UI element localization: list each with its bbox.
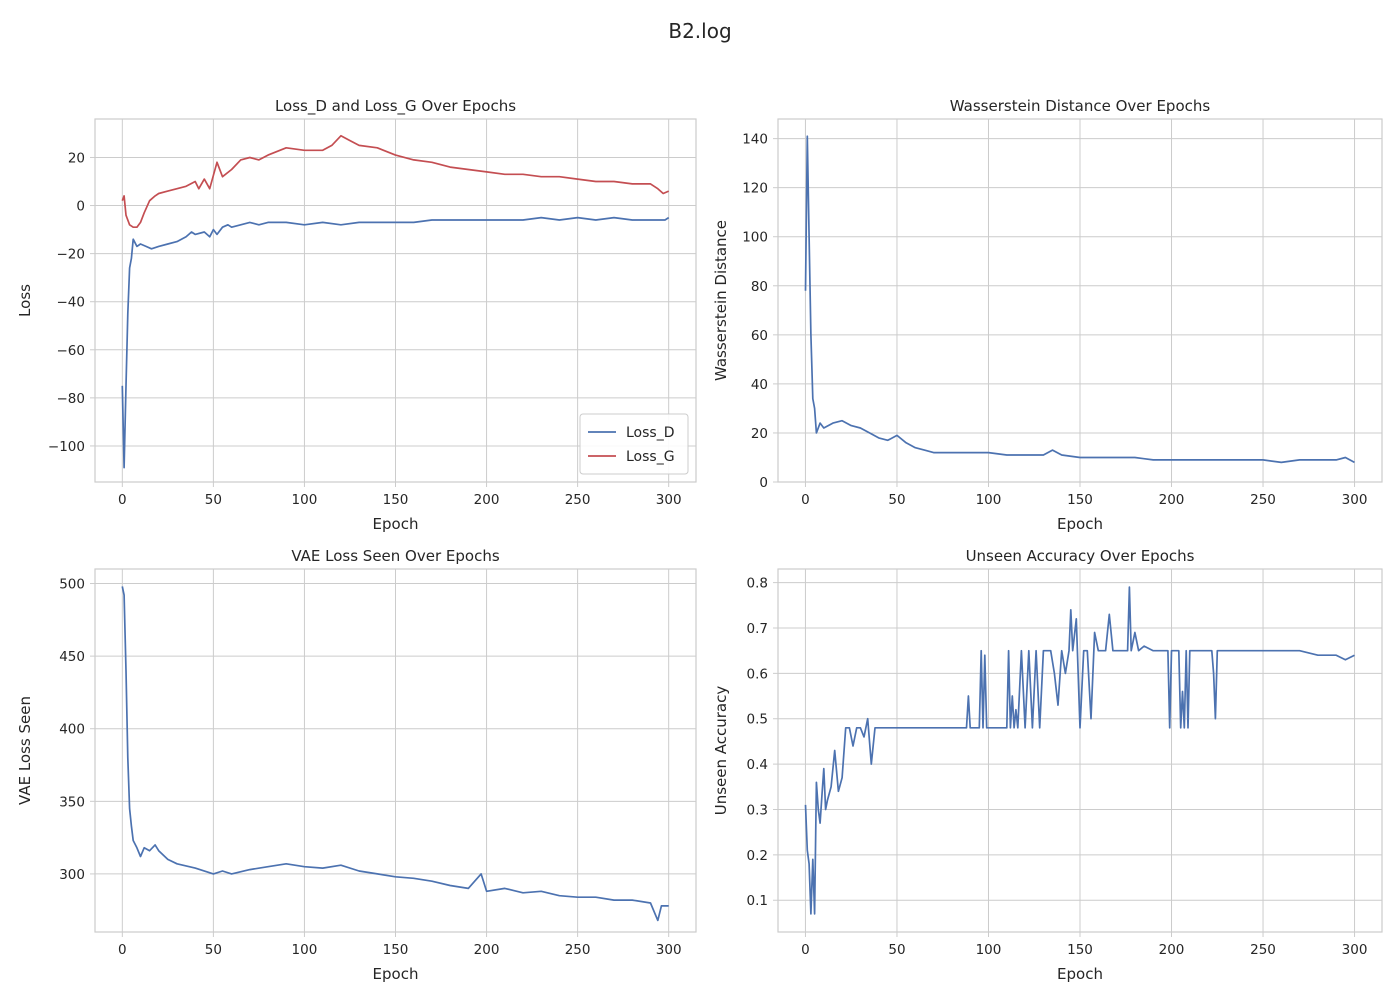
chart1-title: Loss_D and Loss_G Over Epochs — [275, 97, 516, 116]
chart2-x-tick-label: 100 — [976, 492, 1002, 508]
chart4-y-tick-label: 0.8 — [747, 576, 768, 592]
chart3-axes-frame — [94, 568, 697, 933]
chart4-x-tick-label: 50 — [888, 942, 905, 958]
chart2-y-tick-label: 80 — [751, 279, 768, 295]
chart2-x-tick-label: 300 — [1342, 492, 1368, 508]
chart4-x-tick-label: 200 — [1159, 942, 1185, 958]
chart4-title: Unseen Accuracy Over Epochs — [966, 547, 1195, 565]
chart1-legend-box — [579, 413, 689, 475]
chart3-x-tick-label: 200 — [474, 942, 500, 958]
chart1-y-axis-label: Loss — [16, 284, 34, 317]
chart2-y-tick-label: 120 — [742, 181, 768, 197]
chart1-x-tick-label: 300 — [656, 492, 682, 508]
chart1-series-line-loss-d — [121, 216, 670, 469]
chart2-y-tick-label: 20 — [751, 426, 768, 442]
chart1-y-tick-label: −60 — [57, 343, 86, 359]
chart4-x-axis-label: Epoch — [1057, 965, 1103, 983]
chart4-series-line-1 — [804, 586, 1355, 915]
chart3-y-tick-label: 500 — [59, 577, 85, 593]
chart4-y-tick-label: 0.2 — [747, 848, 768, 864]
chart4-x-tick-label: 250 — [1250, 942, 1276, 958]
chart1-legend-label-loss-g: Loss_G — [626, 449, 675, 465]
chart3-x-tick-label: 300 — [656, 942, 682, 958]
chart3-series-line-1 — [121, 586, 669, 922]
chart3-x-tick-label: 150 — [383, 942, 409, 958]
chart4-y-tick-label: 0.1 — [747, 893, 768, 909]
chart4-plot: 0 50 100 150 200 250 300 0.1 0.2 0.3 0.4 0.5 0.6 0.7 0… — [712, 547, 1383, 983]
chart3-x-tick-label: 100 — [292, 942, 318, 958]
chart4-x-tick-label: 0 — [801, 942, 810, 958]
chart2-x-tick-label: 200 — [1159, 492, 1185, 508]
chart2-axes-frame — [777, 118, 1383, 483]
chart1-axes-frame — [94, 118, 697, 483]
chart4-x-tick-label: 100 — [976, 942, 1002, 958]
chart3-plot: 0 50 100 150 200 250 300 300 350 400 450 500 VAE Los… — [16, 547, 697, 983]
chart3-title: VAE Loss Seen Over Epochs — [291, 547, 500, 565]
chart2-x-tick-label: 150 — [1067, 492, 1093, 508]
chart1-legend-label-loss-d: Loss_D — [626, 425, 675, 441]
chart4-y-tick-label: 0.7 — [747, 621, 768, 637]
chart1-x-tick-label: 100 — [292, 492, 318, 508]
chart2-y-tick-label: 60 — [751, 328, 768, 344]
chart4-y-tick-label: 0.4 — [747, 757, 768, 773]
chart3-x-axis-label: Epoch — [373, 965, 419, 983]
chart2-x-tick-label: 50 — [888, 492, 905, 508]
chart3-x-tick-label: 250 — [565, 942, 591, 958]
chart1-x-tick-label: 200 — [474, 492, 500, 508]
chart1-x-tick-label: 150 — [383, 492, 409, 508]
chart4-x-tick-label: 300 — [1342, 942, 1368, 958]
chart1-x-tick-label: 250 — [565, 492, 591, 508]
chart1-y-tick-label: −80 — [57, 391, 86, 407]
chart2-x-tick-label: 0 — [801, 492, 810, 508]
chart4-y-tick-label: 0.6 — [747, 666, 768, 682]
chart3-y-axis-label: VAE Loss Seen — [16, 696, 34, 805]
chart3-y-tick-label: 300 — [59, 867, 85, 883]
chart2-y-tick-label: 140 — [742, 132, 768, 148]
chart3-y-tick-label: 450 — [59, 649, 85, 665]
chart1-legend: Loss_D Loss_G — [579, 413, 689, 475]
chart1-y-tick-label: 0 — [76, 199, 85, 215]
chart1-x-tick-label: 50 — [205, 492, 222, 508]
chart2-y-axis-label: Wasserstein Distance — [712, 220, 730, 381]
chart2-series-line-1 — [804, 135, 1355, 464]
chart1-y-tick-label: −40 — [57, 295, 86, 311]
chart4-axes-frame — [777, 568, 1383, 933]
chart1-y-tick-label: −100 — [48, 439, 85, 455]
chart1-y-tick-label: −20 — [57, 247, 86, 263]
chart3-y-tick-label: 350 — [59, 794, 85, 810]
chart2-y-tick-label: 0 — [759, 475, 768, 491]
chart3-y-tick-label: 400 — [59, 722, 85, 738]
chart1-plot: 0 50 100 150 200 250 300 −100 −80 −60 −40 −20 0 20 Los… — [16, 97, 697, 533]
chart2-title: Wasserstein Distance Over Epochs — [950, 97, 1211, 115]
chart2-x-axis-label: Epoch — [1057, 515, 1103, 533]
chart1-x-axis-label: Epoch — [373, 515, 419, 533]
chart3-x-tick-label: 0 — [118, 942, 127, 958]
chart2-y-tick-label: 40 — [751, 377, 768, 393]
figure-title: B2.log — [668, 19, 731, 43]
subplots: 0 50 100 150 200 250 300−100−80−60−40−20020Los… — [16, 97, 1383, 983]
chart1-y-tick-label: 20 — [68, 150, 85, 166]
chart2-y-tick-label: 100 — [742, 230, 768, 246]
chart2-x-tick-label: 250 — [1250, 492, 1276, 508]
chart1-series-line-loss-g — [121, 134, 670, 229]
chart2-plot: 0 50 100 150 200 250 300 0 20 40 60 80 100 120 140 Wass… — [712, 97, 1383, 533]
chart4-y-axis-label: Unseen Accuracy — [712, 686, 730, 816]
chart1-x-tick-label: 0 — [118, 492, 127, 508]
chart3-x-tick-label: 50 — [205, 942, 222, 958]
chart4-y-tick-label: 0.3 — [747, 802, 768, 818]
chart4-y-tick-label: 0.5 — [747, 712, 768, 728]
chart4-x-tick-label: 150 — [1067, 942, 1093, 958]
